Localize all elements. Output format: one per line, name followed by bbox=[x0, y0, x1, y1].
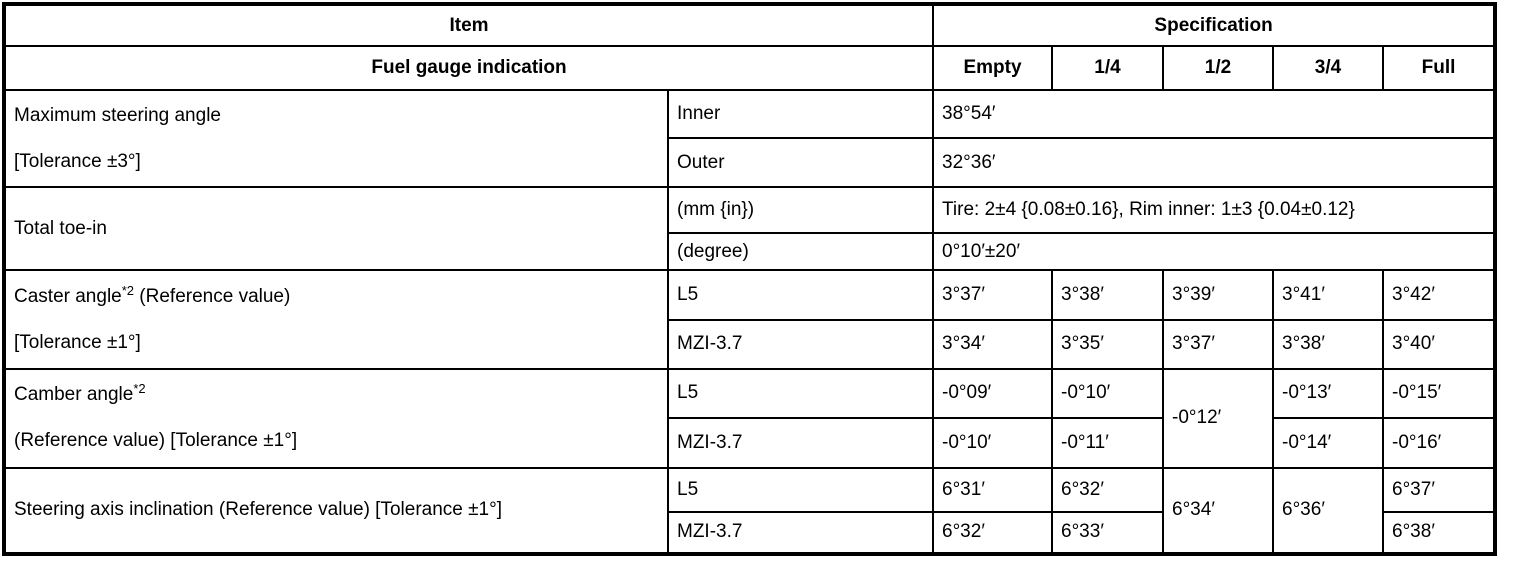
sub-label-caster-l5: L5 bbox=[666, 269, 935, 321]
spec-value-cell: -0°11′ bbox=[1051, 416, 1165, 469]
sub-label-camber-mzi: MZI-3.7 bbox=[666, 416, 935, 469]
header-row-2: Fuel gauge indication Empty 1/4 1/2 3/4 … bbox=[2, 45, 1497, 92]
spec-value-cell: -0°10′ bbox=[932, 416, 1054, 469]
row-label-camber-angle: Camber angle*2 (Reference value) [Tolera… bbox=[3, 367, 669, 469]
sub-label-mm-in: (mm {in}) bbox=[666, 186, 935, 235]
table-row: Maximum steering angle [Tolerance ±3°] I… bbox=[3, 89, 1497, 189]
header-item: Item bbox=[2, 2, 935, 48]
spec-value-cell: 6°31′ bbox=[932, 466, 1054, 513]
spec-value-cell: 3°42′ bbox=[1382, 269, 1497, 321]
sub-label-sai-mzi: MZI-3.7 bbox=[666, 510, 935, 556]
spec-value-cell: 3°40′ bbox=[1382, 318, 1497, 370]
max-steering-tolerance: [Tolerance ±3°] bbox=[14, 150, 141, 172]
table-row: MZI-3.7 3°34′ 3°35′ 3°37′ 3°38′ 3°40′ bbox=[4, 318, 1497, 370]
sub-label-caster-mzi: MZI-3.7 bbox=[666, 318, 935, 370]
spec-value-cell: 3°41′ bbox=[1272, 269, 1385, 321]
row-label-caster-angle: Caster angle*2 (Reference value) [Tolera… bbox=[3, 269, 669, 370]
spec-value-cell: 3°37′ bbox=[932, 269, 1054, 321]
camber-title-line: Camber angle*2 bbox=[14, 382, 659, 406]
value-toe-in-degree: 0°10′±20′ bbox=[932, 232, 1497, 272]
spec-value-cell: 6°33′ bbox=[1051, 510, 1165, 556]
value-toe-in-mm: Tire: 2±4 {0.08±0.16}, Rim inner: 1±3 {0… bbox=[932, 186, 1497, 235]
value-max-steering-outer: 32°36′ bbox=[932, 137, 1497, 189]
spec-value-cell: -0°15′ bbox=[1382, 367, 1497, 419]
table-row: (degree) 0°10′±20′ bbox=[4, 232, 1497, 272]
header-level-three-quarter: 3/4 bbox=[1272, 45, 1385, 92]
spec-value-cell: 3°35′ bbox=[1051, 318, 1165, 370]
row-label-total-toe-in: Total toe-in bbox=[3, 186, 669, 272]
spec-value-cell: 3°37′ bbox=[1162, 318, 1275, 370]
spec-value-cell: 6°32′ bbox=[932, 510, 1054, 556]
spec-value-cell: 3°38′ bbox=[1272, 318, 1385, 370]
caster-title-line: Caster angle*2 (Reference value) bbox=[14, 283, 659, 307]
value-camber-half-merged: -0°12′ bbox=[1162, 367, 1275, 469]
sub-label-inner: Inner bbox=[666, 89, 935, 140]
spec-value-cell: -0°09′ bbox=[932, 367, 1054, 419]
caster-title-suffix: (Reference value) bbox=[134, 285, 291, 307]
value-sai-half-merged: 6°34′ bbox=[1162, 466, 1275, 556]
header-level-quarter: 1/4 bbox=[1051, 45, 1165, 92]
caster-footnote-marker: *2 bbox=[121, 282, 135, 298]
sub-label-outer: Outer bbox=[666, 137, 935, 189]
table-row: MZI-3.7 -0°10′ -0°11′ -0°14′ -0°16′ bbox=[4, 416, 1497, 469]
spec-value-cell: 6°32′ bbox=[1051, 466, 1165, 513]
header-fuel-gauge-indication: Fuel gauge indication bbox=[2, 45, 935, 92]
header-level-half: 1/2 bbox=[1162, 45, 1275, 92]
spec-value-cell: 3°38′ bbox=[1051, 269, 1165, 321]
max-steering-title: Maximum steering angle bbox=[14, 104, 221, 126]
header-level-full: Full bbox=[1382, 45, 1497, 92]
table-row: Outer 32°36′ bbox=[4, 137, 1497, 189]
table-row: Total toe-in (mm {in}) Tire: 2±4 {0.08±0… bbox=[3, 186, 1497, 272]
camber-reference-tolerance: (Reference value) [Tolerance ±1°] bbox=[14, 430, 298, 452]
spec-value-cell: -0°13′ bbox=[1272, 367, 1385, 419]
table-row: Caster angle*2 (Reference value) [Tolera… bbox=[3, 269, 1497, 370]
row-label-steering-axis-inclination: Steering axis inclination (Reference val… bbox=[3, 466, 669, 556]
sub-label-sai-l5: L5 bbox=[666, 466, 935, 513]
table-row: MZI-3.7 6°32′ 6°33′ 6°38′ bbox=[4, 510, 1497, 556]
caster-tolerance: [Tolerance ±1°] bbox=[14, 331, 141, 353]
camber-footnote-marker: *2 bbox=[133, 381, 146, 397]
spec-value-cell: 6°37′ bbox=[1382, 466, 1497, 513]
row-label-maximum-steering-angle: Maximum steering angle [Tolerance ±3°] bbox=[3, 89, 669, 189]
sub-label-degree: (degree) bbox=[666, 232, 935, 272]
camber-title: Camber angle bbox=[14, 384, 134, 406]
value-sai-three-quarter-merged: 6°36′ bbox=[1272, 466, 1385, 556]
header-level-empty: Empty bbox=[932, 45, 1054, 92]
sub-label-camber-l5: L5 bbox=[666, 367, 935, 419]
spec-value-cell: 3°39′ bbox=[1162, 269, 1275, 321]
header-specification: Specification bbox=[932, 2, 1497, 48]
table-row: Steering axis inclination (Reference val… bbox=[3, 466, 1497, 556]
value-max-steering-inner: 38°54′ bbox=[932, 89, 1497, 140]
spec-value-cell: -0°10′ bbox=[1051, 367, 1165, 419]
spec-value-cell: 6°38′ bbox=[1382, 510, 1497, 556]
specification-table: Item Specification Fuel gauge indication… bbox=[2, 2, 1498, 556]
spec-value-cell: 3°34′ bbox=[932, 318, 1054, 370]
spec-value-cell: -0°16′ bbox=[1382, 416, 1497, 469]
header-row-1: Item Specification bbox=[2, 2, 1497, 48]
caster-title: Caster angle bbox=[14, 285, 122, 307]
spec-value-cell: -0°14′ bbox=[1272, 416, 1385, 469]
table-row: Camber angle*2 (Reference value) [Tolera… bbox=[3, 367, 1497, 469]
